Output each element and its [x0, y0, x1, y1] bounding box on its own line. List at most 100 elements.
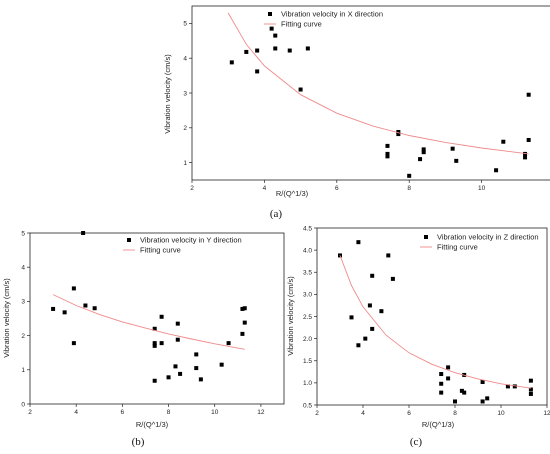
data-point — [418, 157, 423, 162]
data-point — [51, 306, 56, 311]
data-point — [81, 231, 86, 235]
data-point — [356, 240, 361, 245]
data-point — [152, 326, 157, 331]
data-point — [385, 154, 390, 159]
legend-point-swatch — [424, 235, 428, 239]
legend-label: Fitting curve — [437, 243, 478, 252]
data-point — [526, 137, 531, 142]
data-point — [363, 336, 368, 341]
legend: Vibration velocity in X directionFitting… — [264, 10, 383, 29]
data-point — [528, 378, 533, 383]
x-tick-label: 6 — [335, 185, 339, 192]
data-point — [462, 390, 467, 395]
x-tick-label: 6 — [407, 410, 411, 417]
data-point — [71, 286, 76, 291]
x-tick-label: 10 — [211, 409, 219, 416]
data-point — [159, 341, 164, 346]
data-point — [83, 303, 88, 308]
data-point — [386, 253, 391, 258]
data-point — [178, 371, 183, 376]
data-point — [356, 343, 361, 348]
data-point — [305, 46, 310, 51]
data-point — [501, 139, 506, 144]
data-point — [175, 337, 180, 342]
data-point — [173, 364, 178, 369]
y-tick-label: 0.5 — [303, 402, 312, 409]
legend-point-swatch — [268, 12, 272, 16]
y-tick-label: 5 — [21, 230, 25, 237]
y-tick-label: 2.0 — [303, 336, 312, 343]
legend: Vibration velocity in Z directionFitting… — [420, 233, 539, 252]
data-point — [480, 399, 485, 404]
x-tick-label: 2 — [315, 410, 319, 417]
data-point — [439, 372, 444, 377]
x-tick-label: 2 — [190, 185, 194, 192]
data-point — [159, 314, 164, 319]
x-tick-label: 4 — [263, 185, 267, 192]
fitting-curve — [339, 255, 531, 389]
x-axis-label: R/(Q^1/3) — [276, 189, 309, 198]
data-point — [219, 362, 224, 367]
data-point — [198, 377, 203, 382]
panel-caption: (c) — [410, 436, 423, 448]
data-point — [523, 151, 528, 156]
data-point — [480, 379, 485, 384]
fitting-curve — [52, 294, 245, 350]
x-tick-label: 8 — [453, 410, 457, 417]
data-point — [287, 48, 292, 53]
legend-label: Fitting curve — [281, 20, 322, 29]
data-point — [446, 376, 451, 381]
data-point — [421, 150, 426, 155]
y-axis-label: Vibration velocity (cm/s) — [2, 278, 11, 358]
data-point — [71, 341, 76, 346]
y-tick-label: 2 — [21, 333, 25, 340]
plot-frame — [29, 232, 285, 405]
x-tick-label: 4 — [74, 409, 78, 416]
data-point — [385, 151, 390, 156]
data-point — [349, 315, 354, 320]
y-tick-label: 3 — [21, 299, 25, 306]
y-tick-label: 5 — [183, 21, 187, 28]
plot-frame — [191, 5, 550, 181]
y-tick-label: 3.5 — [303, 270, 312, 277]
legend-label: Vibration velocity in Y direction — [140, 236, 242, 245]
panel-caption: (b) — [132, 436, 145, 448]
x-tick-label: 6 — [121, 409, 125, 416]
data-point — [269, 26, 274, 31]
data-point — [453, 399, 457, 404]
data-point — [439, 390, 444, 395]
y-tick-label: 1 — [183, 160, 187, 167]
legend-label: Vibration velocity in Z direction — [437, 233, 539, 242]
y-tick-label: 2 — [183, 125, 187, 132]
legend-point-swatch — [127, 238, 131, 242]
data-point — [396, 129, 401, 134]
data-point — [407, 173, 412, 178]
data-point — [152, 343, 157, 348]
y-tick-label: 4.5 — [303, 225, 312, 232]
y-axis-label: Vibration velocity (cm/s) — [163, 54, 172, 134]
data-point — [446, 365, 451, 370]
data-point — [367, 303, 372, 308]
y-tick-label: 3.0 — [303, 292, 312, 299]
x-tick-label: 8 — [407, 185, 411, 192]
data-point — [255, 48, 260, 53]
panel-caption: (a) — [270, 208, 283, 220]
data-point — [240, 331, 245, 336]
y-tick-label: 1.0 — [303, 380, 312, 387]
y-tick-label: 4 — [183, 56, 187, 63]
data-point — [194, 366, 199, 371]
data-point — [298, 87, 303, 92]
data-point — [459, 388, 464, 393]
data-point — [229, 60, 234, 65]
y-tick-label: 1.5 — [303, 358, 312, 365]
data-point — [273, 46, 278, 51]
data-point — [370, 273, 375, 278]
y-axis-label: Vibration velocity (cm/s) — [286, 276, 295, 356]
data-point — [512, 384, 517, 389]
x-tick-label: 4 — [361, 410, 365, 417]
data-point — [255, 69, 260, 74]
data-point — [526, 92, 531, 97]
data-point — [450, 146, 455, 151]
data-point — [152, 341, 157, 346]
